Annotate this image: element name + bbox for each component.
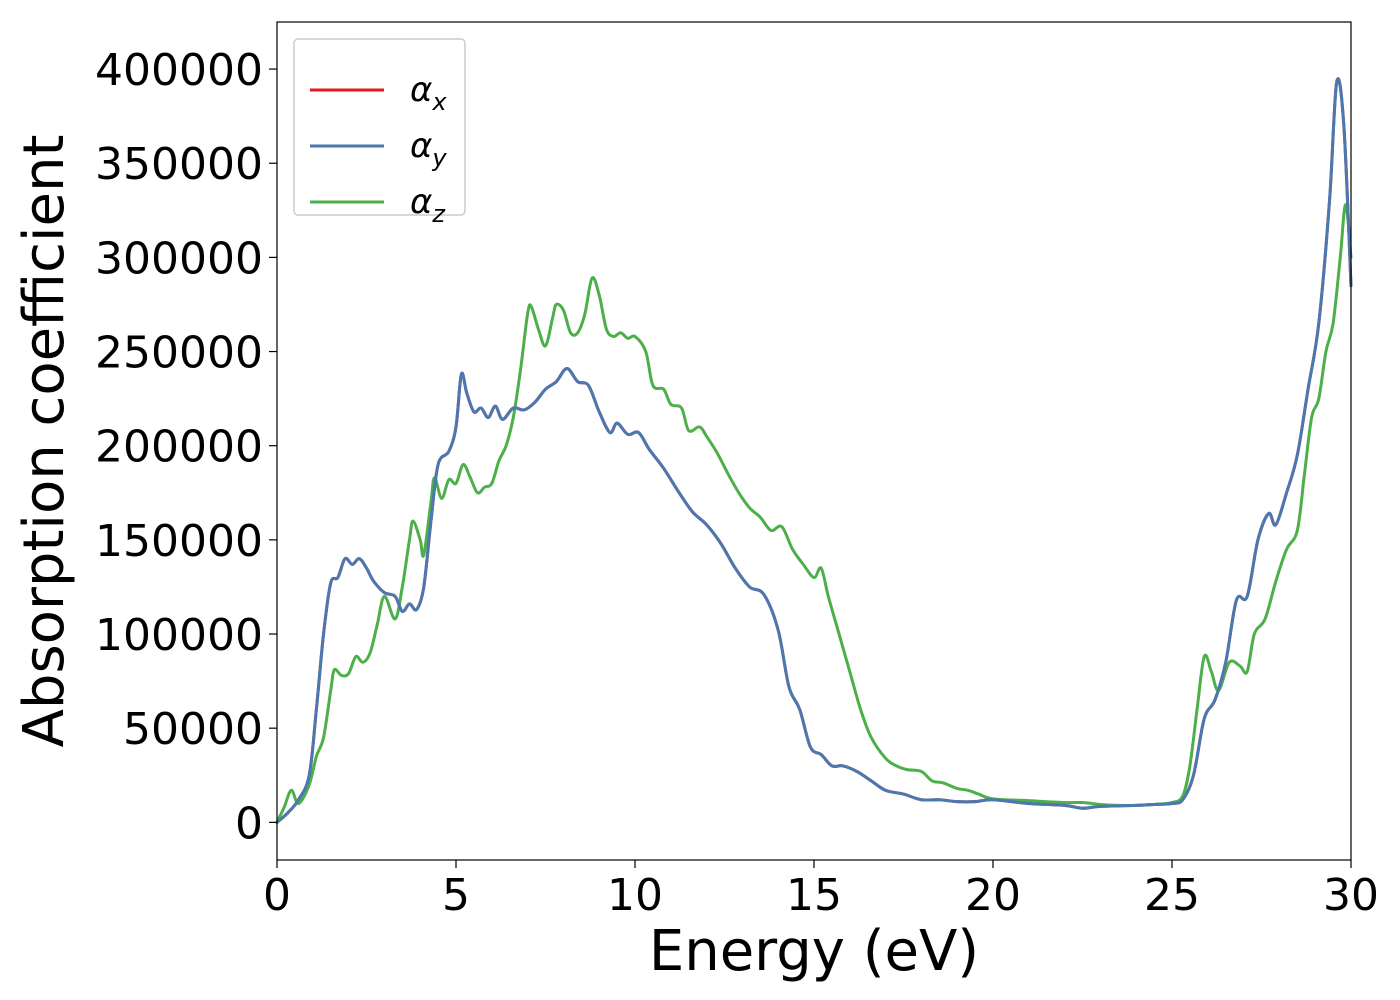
x-tick-label: 15 [786, 870, 842, 921]
legend-box [293, 38, 466, 216]
y-tick-label: 50000 [123, 704, 263, 755]
x-tick-label: 30 [1323, 870, 1379, 921]
y-tick-label: 400000 [95, 45, 263, 96]
x-tick-label: 0 [263, 870, 291, 921]
y-tick-label: 350000 [95, 139, 263, 190]
x-tick-label: 20 [965, 870, 1021, 921]
y-axis-ticks: 0 50000 100000 150000 200000 250000 300000 3500… [95, 45, 277, 849]
x-axis-title: Energy (eV) [649, 919, 979, 984]
series-line-y [275, 77, 1353, 824]
y-tick-label: 100000 [95, 610, 263, 661]
x-axis-ticks: 0 5 10 15 20 25 30 [263, 860, 1379, 921]
y-axis-title: Absorption coefficient [12, 135, 77, 748]
x-tick-label: 25 [1144, 870, 1200, 921]
y-tick-label: 0 [235, 798, 263, 849]
y-tick-label: 250000 [95, 328, 263, 379]
plot-lines [275, 77, 1353, 824]
series-line-z [275, 203, 1353, 824]
legend-label-y: αy [410, 126, 447, 172]
y-tick-label: 150000 [95, 516, 263, 567]
x-tick-label: 5 [442, 870, 470, 921]
y-tick-label: 300000 [95, 233, 263, 284]
x-tick-label: 10 [607, 870, 663, 921]
legend-label-z: αz [410, 182, 446, 228]
y-tick-label: 200000 [95, 422, 263, 473]
